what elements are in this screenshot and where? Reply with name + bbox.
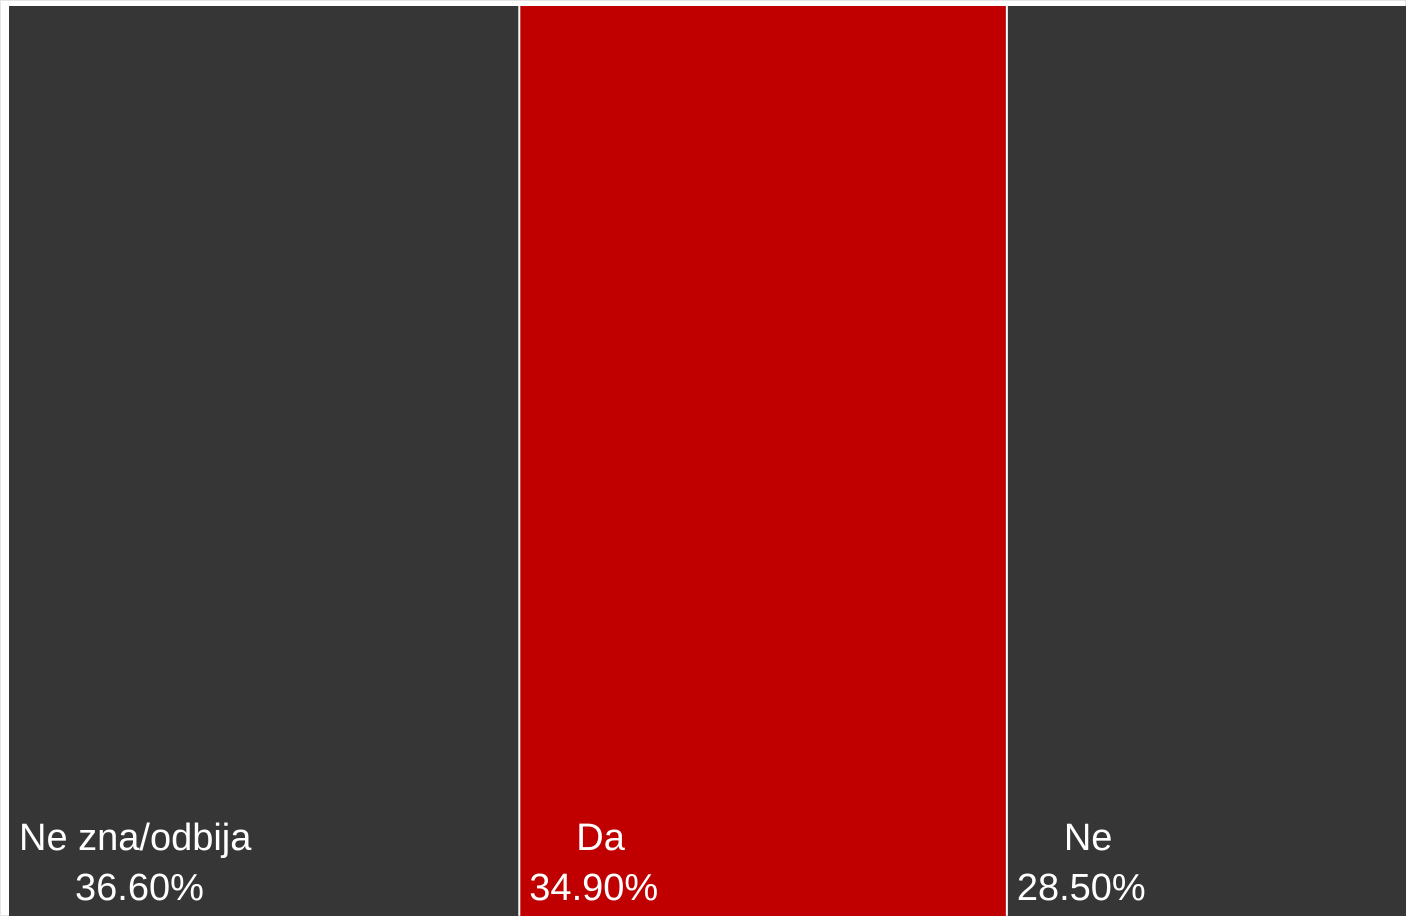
value-label: 34.90%	[529, 867, 658, 909]
value-label: 28.50%	[1017, 867, 1146, 909]
category-label: Ne zna/odbija	[19, 817, 252, 859]
bar-segment	[520, 6, 1006, 916]
category-label: Da	[576, 817, 625, 859]
bar-segment	[1007, 6, 1406, 916]
bar-segment	[9, 6, 519, 916]
value-label: 36.60%	[75, 867, 204, 909]
category-label: Ne	[1064, 817, 1113, 859]
